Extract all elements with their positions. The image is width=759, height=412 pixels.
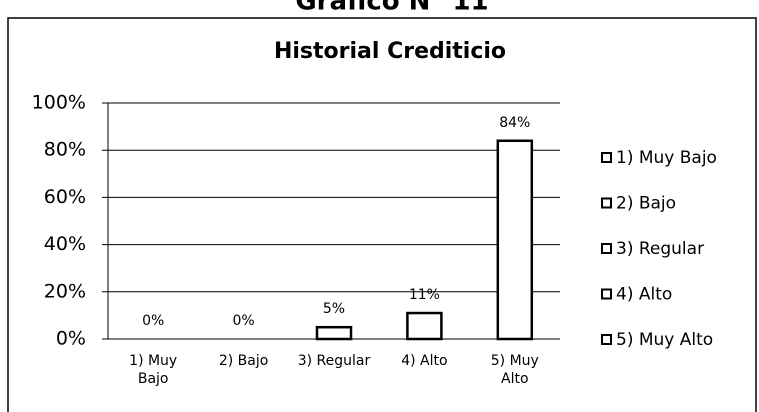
legend-swatch [601, 197, 612, 209]
legend-swatch [601, 288, 612, 300]
y-tick-label: 60% [44, 186, 86, 208]
data-label: 5% [323, 301, 345, 317]
legend-label: 4) Alto [616, 285, 672, 305]
data-label: 11% [409, 287, 440, 303]
frame [7, 17, 757, 412]
legend-swatch [601, 243, 612, 254]
bar [315, 325, 353, 341]
legend-swatch [601, 334, 612, 345]
y-tick-label: 100% [32, 92, 86, 114]
data-label: 84% [499, 115, 530, 131]
x-tick-label: 3) Regular [297, 353, 371, 369]
legend-label: 3) Regular [616, 239, 704, 259]
x-tick-label: 4) Alto [401, 353, 448, 369]
bar [406, 311, 443, 341]
legend-label: 1) Muy Bajo [616, 148, 717, 168]
y-tick-label: 20% [44, 280, 86, 302]
header: Gráfico N° 11 [295, 0, 488, 17]
y-tick-label: 0% [56, 328, 86, 350]
data-label: 0% [232, 313, 254, 329]
legend-swatch [601, 152, 612, 163]
legend-label: 5) Muy Alto [616, 330, 713, 350]
bar [496, 139, 534, 341]
chart-title: Historial Crediticio [274, 39, 506, 64]
y-tick-label: 80% [44, 139, 86, 161]
data-label: 0% [142, 313, 164, 329]
x-tick-label: 1) Muy Bajo [129, 353, 178, 387]
y-tick-label: 40% [44, 233, 86, 255]
legend-label: 2) Bajo [616, 194, 676, 214]
x-tick-label: 5) Muy Alto [490, 353, 539, 387]
x-tick-label: 2) Bajo [218, 353, 269, 369]
